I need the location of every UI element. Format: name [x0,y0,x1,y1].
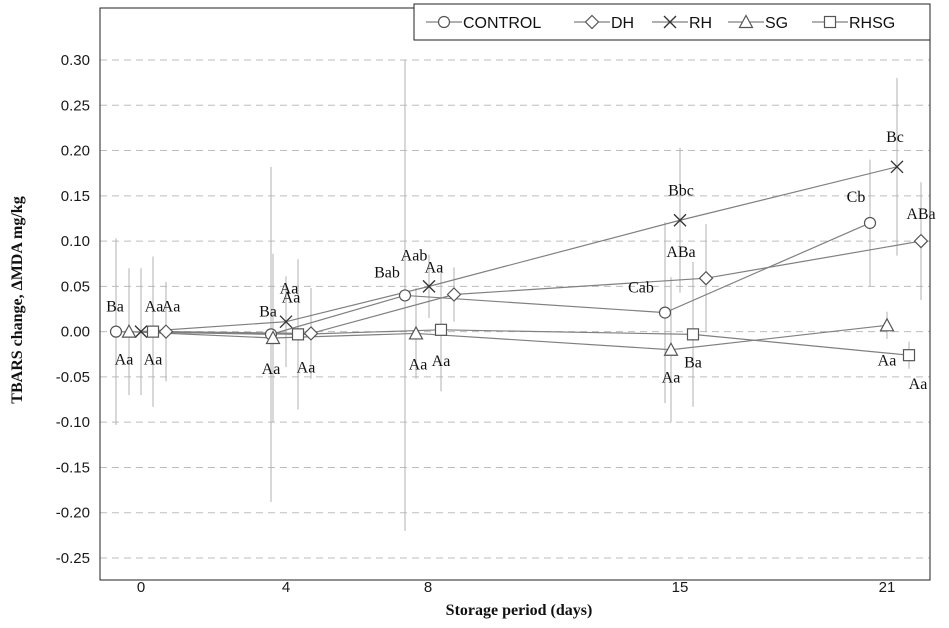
y-tick-label: 0.30 [61,52,90,69]
sg-point [265,330,281,345]
rhsg-point-label: Aa [144,352,163,369]
control-point-label: Cab [628,280,654,297]
dh-point-label: Aa [425,260,444,277]
dh-point-label: Aa [282,289,301,306]
sg-line [128,324,888,351]
plot-frame [99,7,931,581]
rhsg-point [902,349,916,362]
legend-marker [437,15,451,29]
y-tick-label: -0.05 [56,369,90,386]
rhsg-point-label: Aa [297,359,316,376]
gridlines [100,59,930,559]
dh-point-label: ABa [906,206,935,223]
legend-item-rhsg: RHSG [812,15,895,32]
legend-marker [738,14,754,29]
rh-point-label: Aa [145,299,164,316]
control-point [658,306,672,319]
y-tick-label: -0.15 [56,459,90,476]
x-tick-label: 21 [879,579,896,596]
rhsg-point-label: Aa [909,376,928,393]
legend-item-rh: RH [652,15,712,32]
x-tick-label: 4 [282,579,290,596]
rhsg-point [291,328,305,341]
legend-label: SG [765,15,788,32]
y-tick-label: 0.20 [61,143,90,160]
y-axis-title: TBARS change, ΔMDA mg/kg [9,196,26,403]
series-lines [115,166,922,356]
control-point-label: Ba [106,299,124,316]
legend: CONTROL DH RH SG RHSG [413,3,931,41]
y-tick-label: 0.15 [61,188,90,205]
rhsg-point-label: Ba [684,354,702,371]
point-labels: Ba BaBabCabCbAaAaAaABaABaAaAaAabBbcBcAaAa… [106,129,936,393]
sg-point-label: Aa [409,356,428,373]
x-tick-label: 8 [424,579,432,596]
sg-point [121,323,137,338]
control-point-label: Bab [374,264,400,281]
y-tick-label: -0.10 [56,414,90,431]
legend-label: CONTROL [463,15,541,32]
y-tick-label: 0.00 [61,324,90,341]
control-point [109,325,123,338]
dh-point-label: Aa [162,299,181,316]
dh-point [158,324,174,339]
rh-point [134,325,148,339]
rhsg-point [686,328,700,341]
sg-point [879,317,895,332]
sg-point-label: Aa [662,370,681,387]
x-tick-label: 15 [672,579,689,596]
legend-label: DH [611,15,634,32]
axes: 0.30 0.25 0.20 0.15 0.10 0.05 0.00 -0.05 -0.10 -0… [56,7,931,596]
dh-point-label: ABa [666,244,695,261]
y-tick-label: 0.05 [61,278,90,295]
control-point [863,216,877,230]
rh-point-label: Aab [401,247,428,264]
sg-point-label: Aa [878,352,897,369]
rh-point-label: Aa [280,281,299,298]
x-axis-title: Storage period (days) [446,602,593,619]
rh-point [279,315,293,329]
series-markers [109,160,929,362]
dh-point [913,233,929,249]
rhsg-point [146,325,160,338]
dh-point [303,326,319,341]
rhsg-point [434,323,448,336]
legend-item-control: CONTROL [426,15,541,32]
legend-item-dh: DH [574,14,634,32]
y-tick-label: 0.10 [61,233,90,250]
control-point-label: Ba [259,303,277,320]
rh-point [422,279,436,293]
dh-point [446,287,462,302]
control-line [115,222,871,335]
rhsg-point-label: Aa [432,353,451,370]
x-tick-label: 0 [137,579,145,596]
legend-marker [663,15,677,29]
sg-point [408,325,424,340]
rh-point-label: Bbc [668,182,694,199]
rh-point-label: Bc [886,129,904,146]
legend-label: RH [689,15,712,32]
legend-marker [584,14,600,30]
sg-point-label: Aa [262,361,281,378]
sg-point [663,341,679,356]
rh-point [890,160,904,174]
sg-point-label: Aa [115,352,134,369]
y-tick-label: 0.25 [61,97,90,114]
control-point-label: Cb [847,189,866,206]
dh-point [698,270,714,286]
rh-point [673,213,687,227]
y-tick-label: -0.20 [56,505,90,522]
y-tick-label: -0.25 [56,550,90,567]
legend-marker [823,15,837,29]
error-bars [115,60,922,531]
control-point [398,289,412,302]
legend-item-sg: SG [728,14,788,32]
legend-label: RHSG [849,15,895,32]
rh-line [140,166,898,333]
